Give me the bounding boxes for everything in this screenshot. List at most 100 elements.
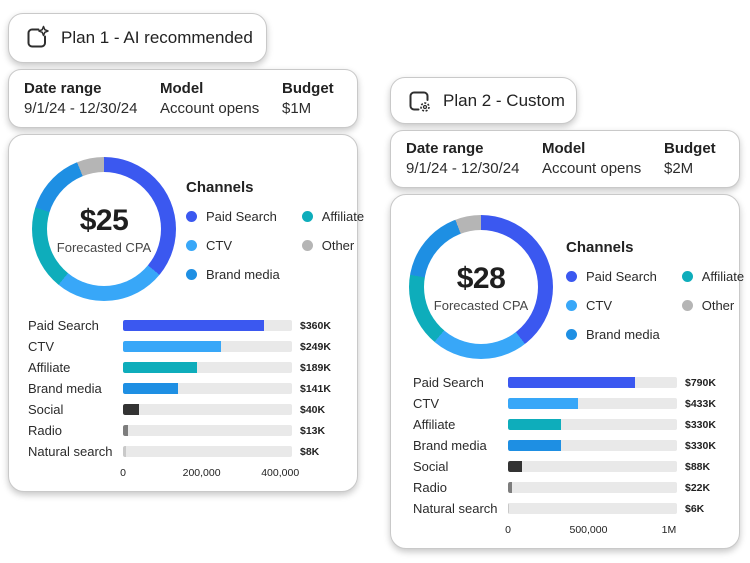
model-label: Model (542, 140, 586, 157)
x-axis-tick: 500,000 (569, 524, 608, 536)
plan2-title: Plan 2 - Custom (443, 90, 565, 110)
legend-item: CTV (566, 298, 660, 313)
bar-track (123, 425, 292, 436)
bar-category-label: Brand media (28, 381, 102, 396)
bar-row: Social $88K (413, 456, 725, 477)
bar-row: Brand media $330K (413, 435, 725, 456)
bar-category-label: Radio (28, 423, 62, 438)
bar-rows: Paid Search $360K CTV $249K Affiliate $189K Br… (28, 315, 340, 462)
x-axis: 0 200,000 400,000 (120, 465, 299, 481)
bar-value-label: $330K (685, 439, 716, 452)
plan1-title: Plan 1 - AI recommended (61, 28, 253, 47)
bar-fill (123, 425, 129, 436)
bar-fill (508, 398, 578, 409)
legend-title: Channels (186, 179, 254, 196)
bar-category-label: Paid Search (413, 375, 484, 390)
plan2-title-card[interactable]: Plan 2 - Custom (390, 77, 577, 124)
affiliate-legend-dot (301, 211, 313, 222)
date-range-value: 9/1/24 - 12/30/24 (406, 160, 520, 177)
plan1-meta-card: Date range 9/1/24 - 12/30/24 Model Accou… (8, 69, 358, 128)
legend-item: Brand media (566, 327, 660, 342)
donut-center: $25 Forecasted CPA (47, 172, 161, 286)
bar-row: CTV $433K (413, 393, 725, 414)
legend-item: Brand media (186, 267, 280, 282)
bar-fill (508, 482, 512, 493)
bar-category-label: CTV (28, 339, 54, 354)
forecasted-cpa-label: Forecasted CPA (433, 297, 529, 313)
bar-fill (508, 461, 523, 472)
bar-value-label: $249K (300, 340, 331, 353)
x-axis-tick: 200,000 (182, 467, 221, 479)
legend-items: Paid Search CTV Brand media Affiliate Other (566, 269, 744, 342)
bar-track (508, 398, 677, 409)
budget-label: Budget (664, 140, 716, 157)
bar-fill (123, 404, 139, 415)
bar-track (123, 404, 292, 415)
legend-items: Paid Search CTV Brand media Affiliate Other (186, 209, 364, 282)
bar-track (508, 482, 677, 493)
bar-value-label: $330K (685, 418, 716, 431)
bar-category-label: Natural search (413, 501, 498, 516)
plan2-chart-card: $28 Forecasted CPA Channels Paid Search C… (390, 194, 744, 549)
bar-row: Radio $13K (28, 420, 340, 441)
bar-row: Natural search $6K (413, 498, 725, 519)
legend-label: Affiliate (321, 209, 365, 224)
date-range-label: Date range (24, 79, 102, 97)
bar-track (123, 362, 292, 373)
bar-fill (508, 419, 562, 430)
legend-label: Brand media (206, 267, 280, 282)
plan2-model: Model Account opens (542, 139, 664, 179)
forecasted-cpa-value: $25 (79, 203, 129, 237)
legend-label: Other (321, 238, 355, 253)
bar-fill (123, 320, 265, 331)
date-range-label: Date range (406, 140, 484, 157)
plan1-model: Model Account opens (160, 79, 282, 119)
bar-value-label: $8K (300, 445, 320, 458)
x-axis-tick: 0 (505, 524, 511, 536)
bar-value-label: $433K (685, 397, 716, 410)
bar-row: Paid Search $790K (413, 372, 725, 393)
bar-category-label: Social (28, 402, 64, 417)
bar-chart: Paid Search $360K CTV $249K Affiliate $189K Br… (28, 315, 340, 481)
legend-item: Paid Search (566, 269, 660, 284)
legend-label: CTV (206, 238, 232, 253)
bar-category-label: Natural search (28, 444, 113, 459)
bar-fill (123, 341, 221, 352)
bar-value-label: $360K (300, 319, 331, 332)
x-axis-tick: 400,000 (261, 467, 300, 479)
channels-legend: Channels Paid Search CTV Brand media Affili… (186, 179, 364, 282)
bar-fill (123, 446, 127, 457)
forecasted-cpa-value: $28 (456, 261, 506, 295)
bar-fill (508, 503, 509, 514)
bar-category-label: Brand media (413, 438, 487, 453)
plan2-budget: Budget $2M (664, 139, 739, 179)
bar-row: Social $40K (28, 399, 340, 420)
forecasted-cpa-label: Forecasted CPA (56, 239, 152, 255)
bar-fill (508, 377, 636, 388)
budget-label: Budget (282, 79, 334, 97)
bar-row: Affiliate $330K (413, 414, 725, 435)
bar-fill (123, 362, 198, 373)
custom-plan-icon (406, 88, 432, 114)
bar-category-label: CTV (413, 396, 439, 411)
legend-item: Affiliate (301, 209, 365, 224)
bar-row: CTV $249K (28, 336, 340, 357)
budget-value: $2M (664, 160, 694, 177)
bar-value-label: $141K (300, 382, 331, 395)
channels-legend: Channels Paid Search CTV Brand media Affili… (566, 239, 744, 342)
plan1-date-range: Date range 9/1/24 - 12/30/24 (24, 79, 160, 119)
affiliate-legend-dot (681, 271, 693, 282)
date-range-value: 9/1/24 - 12/30/24 (24, 99, 138, 117)
plan1-budget: Budget $1M (282, 79, 357, 119)
bar-value-label: $13K (300, 424, 326, 437)
bar-category-label: Affiliate (28, 360, 71, 375)
plan1-title-card[interactable]: Plan 1 - AI recommended (8, 13, 267, 63)
legend-label: Paid Search (206, 209, 277, 224)
bar-track (123, 383, 292, 394)
bar-track (123, 446, 292, 457)
bar-fill (123, 383, 179, 394)
bar-value-label: $189K (300, 361, 331, 374)
ai-plan-icon (24, 25, 50, 51)
bar-track (508, 377, 677, 388)
